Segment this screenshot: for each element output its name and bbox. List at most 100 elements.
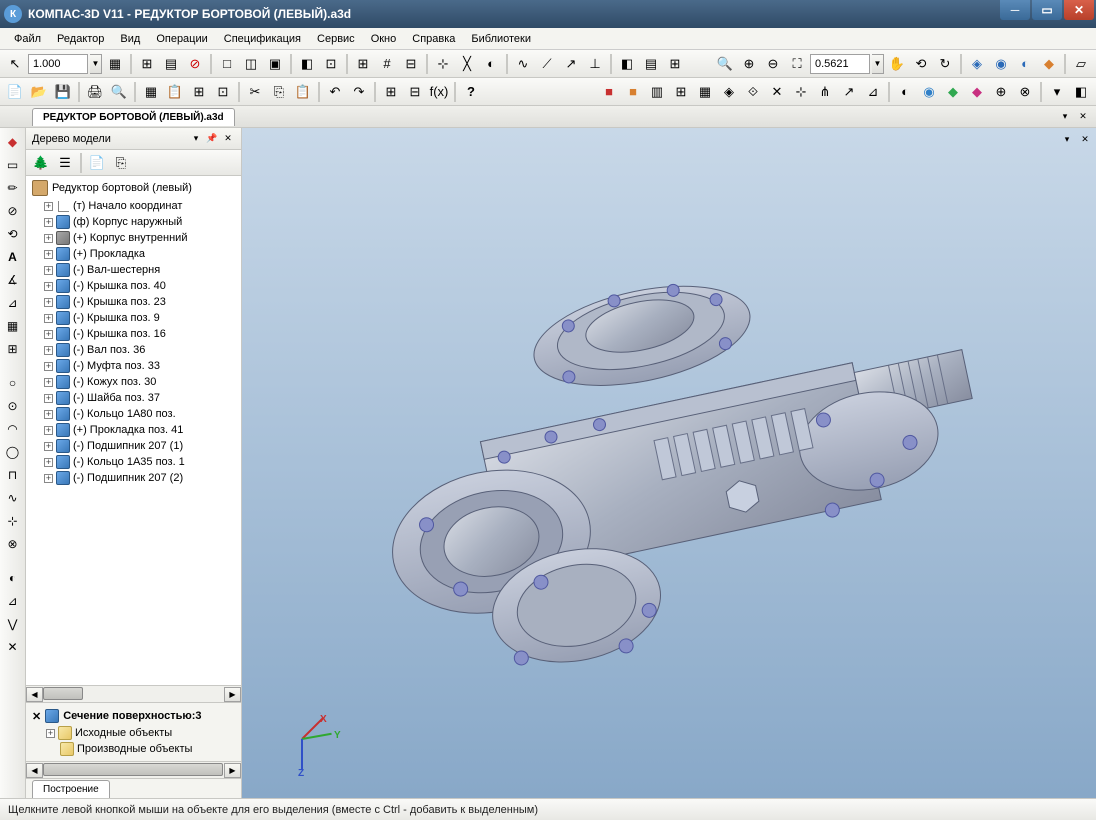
tree-expand-icon[interactable]: +	[44, 474, 53, 483]
tb2-icon-5[interactable]: ⊞	[380, 81, 402, 103]
tb2r-6[interactable]: ◈	[718, 81, 740, 103]
scale-input[interactable]	[28, 54, 88, 74]
scroll-left-icon[interactable]: ◀	[26, 687, 43, 702]
tree-item[interactable]: +(-) Вал поз. 36	[28, 342, 239, 358]
tree-expand-icon[interactable]: +	[44, 250, 53, 259]
section-header[interactable]: ✕ Сечение поверхностью:3	[30, 707, 237, 725]
stop-icon[interactable]: ⊘	[184, 53, 206, 75]
lp-icon-16[interactable]: ∿	[3, 488, 23, 508]
tb2r-14[interactable]: ◉	[918, 81, 940, 103]
tree-item[interactable]: +(+) Прокладка	[28, 246, 239, 262]
tree-item[interactable]: +(-) Подшипник 207 (2)	[28, 470, 239, 486]
lp-icon-19[interactable]: ◐	[3, 568, 23, 588]
zoom-window-icon[interactable]: 🔍	[714, 53, 736, 75]
grid-icon[interactable]: ▦	[104, 53, 126, 75]
tb-icon-13[interactable]: ⟋	[536, 53, 558, 75]
tb2r-20[interactable]: ◧	[1070, 81, 1092, 103]
tb2r-4[interactable]: ⊞	[670, 81, 692, 103]
tree-expand-icon[interactable]: +	[44, 314, 53, 323]
preview-icon[interactable]: 🔍	[108, 81, 130, 103]
tree-expand-icon[interactable]: +	[44, 234, 53, 243]
tb2r-13[interactable]: ◐	[894, 81, 916, 103]
tb2r-7[interactable]: ⟐	[742, 81, 764, 103]
scroll-left-icon[interactable]: ◀	[26, 763, 43, 778]
panel-close-icon[interactable]: ✕	[221, 132, 235, 146]
render-hidden-icon[interactable]: ◉	[990, 53, 1012, 75]
render-wireframe-icon[interactable]: ◈	[966, 53, 988, 75]
lp-icon-11[interactable]: ○	[3, 373, 23, 393]
tb2r-16[interactable]: ◆	[966, 81, 988, 103]
tb2r-3[interactable]: ▥	[646, 81, 668, 103]
tree-expand-icon[interactable]: +	[44, 298, 53, 307]
tree-item[interactable]: +(ф) Корпус наружный	[28, 214, 239, 230]
menu-libraries[interactable]: Библиотеки	[463, 30, 539, 48]
lp-icon-2[interactable]: ▭	[3, 155, 23, 175]
pan-icon[interactable]: ✋	[886, 53, 908, 75]
tb2-icon-4[interactable]: ⊡	[212, 81, 234, 103]
perspective-icon[interactable]: ▱	[1070, 53, 1092, 75]
lp-icon-4[interactable]: ⊘	[3, 201, 23, 221]
section-close-icon[interactable]: ✕	[32, 710, 41, 723]
close-button[interactable]: ✕	[1064, 0, 1094, 20]
tb2r-5[interactable]: ▦	[694, 81, 716, 103]
tb-icon-4[interactable]: ◧	[296, 53, 318, 75]
scroll-right-icon[interactable]: ▶	[224, 687, 241, 702]
lp-icon-22[interactable]: ✕	[3, 637, 23, 657]
menu-file[interactable]: Файл	[6, 30, 49, 48]
tb-icon-14[interactable]: ↗	[560, 53, 582, 75]
help-icon[interactable]: ?	[460, 81, 482, 103]
scale-dropdown[interactable]: ▼	[90, 54, 102, 74]
section-tree-item[interactable]: +Исходные объекты	[30, 725, 237, 741]
tree-expand-icon[interactable]: +	[44, 362, 53, 371]
viewport-menu-icon[interactable]: ▾	[1060, 132, 1074, 146]
tree-scrollbar-h[interactable]: ◀ ▶	[26, 685, 241, 702]
tree-expand-icon[interactable]: +	[44, 218, 53, 227]
tree-item[interactable]: +(-) Муфта поз. 33	[28, 358, 239, 374]
lp-icon-7[interactable]: ∡	[3, 270, 23, 290]
menu-service[interactable]: Сервис	[309, 30, 363, 48]
lp-icon-15[interactable]: ⊓	[3, 465, 23, 485]
tb-icon-7[interactable]: #	[376, 53, 398, 75]
tb2r-1[interactable]: ■	[598, 81, 620, 103]
tree-expand-icon[interactable]: +	[44, 378, 53, 387]
lp-geometry-icon[interactable]: ◆	[3, 132, 23, 152]
tree-item[interactable]: +(-) Крышка поз. 40	[28, 278, 239, 294]
tb-icon-17[interactable]: ▤	[640, 53, 662, 75]
tb-icon-16[interactable]: ◧	[616, 53, 638, 75]
tb2r-12[interactable]: ⊿	[862, 81, 884, 103]
tree-tb-1-icon[interactable]: 🌲	[30, 152, 52, 174]
lp-icon-6[interactable]: A	[3, 247, 23, 267]
menu-help[interactable]: Справка	[404, 30, 463, 48]
lp-icon-12[interactable]: ⊙	[3, 396, 23, 416]
lp-icon-9[interactable]: ▦	[3, 316, 23, 336]
tree-expand-icon[interactable]: +	[44, 346, 53, 355]
tb-icon-11[interactable]: ◐	[480, 53, 502, 75]
tb-icon-5[interactable]: ⊡	[320, 53, 342, 75]
zoom-input[interactable]	[810, 54, 870, 74]
lp-icon-14[interactable]: ◯	[3, 442, 23, 462]
lp-icon-8[interactable]: ⊿	[3, 293, 23, 313]
tree-item[interactable]: +(-) Кольцо 1А35 поз. 1	[28, 454, 239, 470]
lp-icon-13[interactable]: ◠	[3, 419, 23, 439]
copy-icon[interactable]: ⎘	[268, 81, 290, 103]
redo-icon[interactable]: ↷	[348, 81, 370, 103]
tree-expand-icon[interactable]: +	[44, 458, 53, 467]
tree-expand-icon[interactable]: +	[44, 426, 53, 435]
tb2r-9[interactable]: ⊹	[790, 81, 812, 103]
cut-icon[interactable]: ✂	[244, 81, 266, 103]
lp-icon-18[interactable]: ⊗	[3, 534, 23, 554]
tb2-icon-2[interactable]: 📋	[164, 81, 186, 103]
tree-item[interactable]: +(-) Крышка поз. 23	[28, 294, 239, 310]
cursor-icon[interactable]: ↖	[4, 53, 26, 75]
tb-icon-1[interactable]: □	[216, 53, 238, 75]
document-tab[interactable]: РЕДУКТОР БОРТОВОЙ (ЛЕВЫЙ).a3d	[32, 108, 235, 126]
panel-menu-icon[interactable]: ▾	[189, 132, 203, 146]
lp-icon-21[interactable]: ⋁	[3, 614, 23, 634]
tree-tb-2-icon[interactable]: ☰	[54, 152, 76, 174]
viewport-close-icon[interactable]: ✕	[1078, 132, 1092, 146]
tb-icon-3[interactable]: ▣	[264, 53, 286, 75]
render-shaded-icon[interactable]: ◐	[1014, 53, 1036, 75]
3d-viewport[interactable]: ▾ ✕	[242, 128, 1096, 798]
tb2r-2[interactable]: ■	[622, 81, 644, 103]
zoom-out-icon[interactable]: ⊖	[762, 53, 784, 75]
